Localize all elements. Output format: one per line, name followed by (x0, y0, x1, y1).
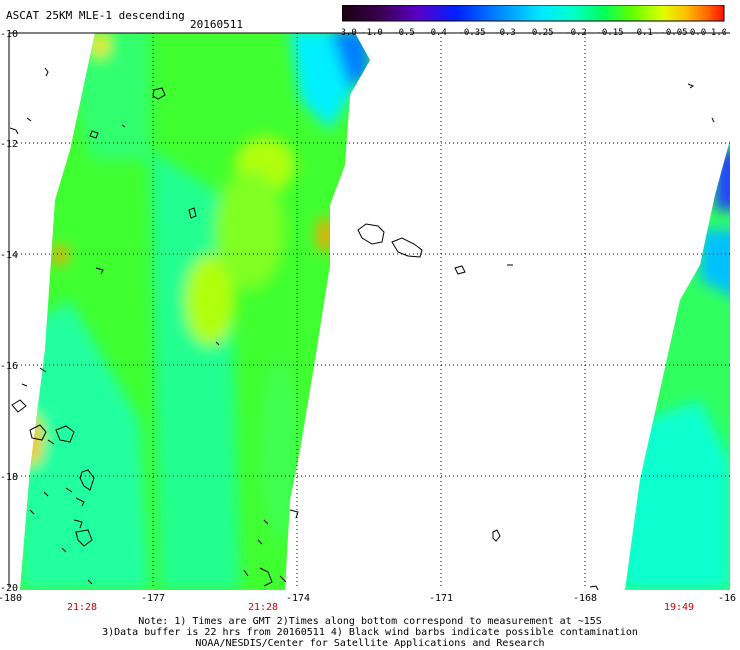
x-tick-label: -168 (573, 593, 597, 604)
left-swath (20, 33, 370, 590)
coastlines (9, 67, 715, 591)
map-frame (8, 32, 730, 587)
y-tick-label: -18 (0, 472, 18, 483)
map-date: 20160511 (190, 18, 243, 31)
x-tick-label: -174 (286, 593, 310, 604)
colorbar-label: -3.0 (342, 28, 357, 37)
colorbar-label: -0.25 (526, 28, 553, 37)
colorbar-label: 0.0 (690, 28, 706, 37)
y-tick-label: -16 (0, 361, 18, 372)
colorbar-label: 1.0 (711, 28, 726, 37)
note-line-3: NOAA/NESDIS/Center for Satellite Applica… (195, 638, 545, 649)
graticule (9, 33, 730, 587)
colorbar-label: -0.5 (393, 28, 415, 37)
x-axis-labels: -180 -177 -174 -171 -168 -16 (0, 593, 736, 604)
map-title: ASCAT 25KM MLE-1 descending (6, 9, 185, 22)
colorbar-label: -0.15 (596, 28, 623, 37)
colorbar-label: -0.3 (494, 28, 516, 37)
colorbar-label: -0.1 (631, 28, 653, 37)
y-axis-labels: -10 -12 -14 -16 -18 -20 (0, 29, 18, 594)
note-line-1: Note: 1) Times are GMT 2)Times along bot… (138, 616, 602, 627)
x-tick-label: -171 (429, 593, 453, 604)
y-tick-label: -12 (0, 139, 18, 150)
pass-time-label: 19:49 (664, 602, 694, 613)
colorbar-gradient (342, 5, 725, 22)
colorbar: -3.0 -1.0 -0.5 -0.4 -0.35 -0.3 -0.25 -0.… (342, 5, 726, 37)
pass-time-labels: 21:28 21:28 19:49 (67, 602, 694, 613)
colorbar-labels: -3.0 -1.0 -0.5 -0.4 -0.35 -0.3 -0.25 -0.… (342, 28, 726, 37)
colorbar-label: -0.35 (458, 28, 485, 37)
pass-time-label: 21:28 (67, 602, 97, 613)
x-tick-label: -180 (0, 593, 22, 604)
pass-time-label: 21:28 (248, 602, 278, 613)
x-tick-label: -16 (718, 593, 736, 604)
note-line-2: 3)Data buffer is 22 hrs from 20160511 4)… (102, 627, 638, 638)
colorbar-label: -0.2 (565, 28, 587, 37)
y-tick-label: -20 (0, 583, 18, 594)
x-tick-label: -177 (141, 593, 165, 604)
y-tick-label: -14 (0, 250, 18, 261)
colorbar-label: -0.4 (425, 28, 447, 37)
y-tick-label: -10 (0, 29, 18, 40)
colorbar-label: -0.05 (660, 28, 687, 37)
colorbar-label: -1.0 (361, 28, 383, 37)
